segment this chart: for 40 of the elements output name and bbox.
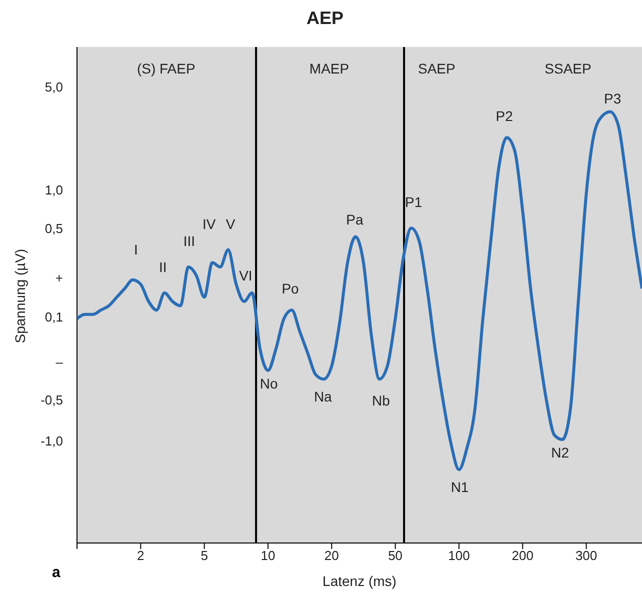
text: SAEP: [418, 60, 456, 77]
annotation: N1: [450, 478, 469, 495]
x-tick-label: 10: [260, 548, 276, 564]
x-axis-title: Latenz (ms): [322, 573, 396, 589]
chart-title: AEP: [305, 8, 344, 29]
annotation: V: [226, 216, 236, 232]
annotation: I: [134, 242, 138, 258]
x-tick-label: 5: [200, 548, 208, 564]
text: -1,0: [40, 433, 63, 448]
text: SSAEP: [544, 60, 592, 77]
annotation: N2: [551, 444, 570, 460]
text: MAEP: [309, 60, 350, 77]
annotation: P1: [405, 194, 422, 210]
text: –: [56, 354, 64, 370]
annotation: Po: [282, 280, 300, 296]
text: a: [52, 564, 60, 581]
annotation: No: [260, 375, 278, 392]
x-tick-label: 50: [388, 548, 403, 564]
text: -0,5: [40, 392, 63, 408]
annotation: VI: [239, 268, 252, 284]
x-tick-label: 200: [512, 548, 534, 564]
y-axis-title: Spannung (µV): [12, 248, 28, 344]
annotation: Na: [314, 388, 332, 404]
text: 0,5: [44, 221, 63, 236]
annotation: II: [159, 258, 167, 275]
annotation: Pa: [346, 211, 364, 228]
annotation: P2: [496, 108, 514, 124]
annotation: IV: [202, 216, 216, 232]
text: (S) FAEP: [136, 60, 196, 77]
x-tick-label: 100: [448, 548, 470, 564]
text: 5,0: [44, 79, 63, 94]
x-tick-label: 300: [575, 548, 598, 564]
text: 1,0: [44, 182, 63, 198]
x-tick-label: 20: [324, 548, 339, 564]
annotation: III: [183, 233, 196, 250]
annotation: Nb: [372, 392, 390, 409]
text: +: [55, 270, 63, 286]
text: P3: [604, 90, 622, 107]
text: 0,1: [44, 310, 63, 325]
x-tick-label: 2: [137, 548, 144, 564]
